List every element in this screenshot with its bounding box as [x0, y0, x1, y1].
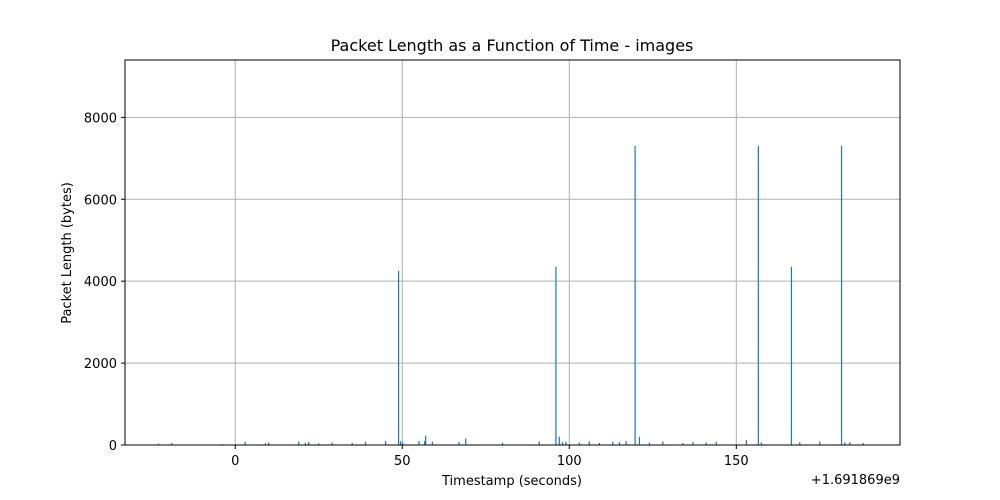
bar	[565, 441, 567, 445]
x-tick-label: 50	[394, 454, 411, 469]
bar	[578, 442, 580, 445]
bar	[662, 441, 664, 445]
x-axis-label: Timestamp (seconds)	[441, 474, 582, 489]
x-tick-label: 0	[231, 454, 239, 469]
bar	[682, 442, 684, 445]
bar	[588, 441, 590, 445]
bar	[558, 436, 560, 445]
bar	[692, 442, 694, 445]
bar	[171, 442, 173, 445]
bar	[555, 266, 557, 445]
bar	[431, 441, 433, 445]
bar	[862, 442, 864, 445]
bar	[304, 442, 306, 445]
bar	[757, 146, 759, 446]
bar	[157, 443, 160, 445]
bar	[760, 442, 762, 445]
bar	[458, 442, 460, 445]
bars	[157, 146, 864, 446]
bar	[308, 442, 310, 445]
bar	[331, 442, 333, 445]
bar	[745, 440, 747, 445]
bar	[465, 438, 467, 445]
bar	[705, 442, 707, 445]
bar	[318, 443, 320, 445]
bar	[648, 442, 651, 445]
y-tick-label: 0	[109, 439, 117, 454]
bar	[384, 440, 387, 445]
y-tick-label: 8000	[84, 111, 117, 126]
bar	[397, 270, 400, 445]
y-tick-label: 4000	[84, 275, 117, 290]
bar	[425, 435, 427, 445]
x-axis: 0 50 100 150	[231, 445, 749, 469]
bar	[840, 146, 843, 446]
bar	[351, 442, 353, 445]
y-axis-label: Packet Length (bytes)	[60, 182, 75, 324]
bar	[538, 441, 540, 445]
bar	[364, 441, 367, 445]
bar	[612, 441, 614, 445]
bar	[790, 266, 793, 445]
bar	[844, 442, 846, 445]
y-axis: 0 2000 4000 6000 8000	[84, 111, 125, 454]
y-tick-label: 6000	[84, 193, 117, 208]
bar	[799, 442, 801, 445]
bar	[402, 442, 404, 445]
x-tick-label: 150	[724, 454, 749, 469]
bar	[819, 441, 821, 445]
x-tick-label: 100	[557, 454, 582, 469]
bar	[715, 441, 717, 445]
bar	[618, 442, 620, 445]
bar	[244, 441, 246, 445]
bar	[625, 440, 627, 445]
bar	[399, 441, 402, 445]
bar	[638, 436, 641, 445]
bar	[598, 442, 600, 445]
bar	[298, 441, 300, 445]
bar	[268, 442, 270, 445]
bar	[634, 146, 636, 446]
bar	[849, 442, 851, 445]
bar	[501, 442, 504, 445]
bar	[418, 440, 420, 445]
bar	[424, 440, 426, 445]
bar	[264, 443, 266, 445]
grid	[125, 60, 900, 446]
plot-frame	[124, 59, 901, 446]
x-axis-offset-label: +1.691869e9	[811, 473, 900, 488]
chart-title: Packet Length as a Function of Time - im…	[331, 36, 694, 55]
bar	[562, 442, 564, 445]
y-tick-label: 2000	[84, 357, 117, 372]
